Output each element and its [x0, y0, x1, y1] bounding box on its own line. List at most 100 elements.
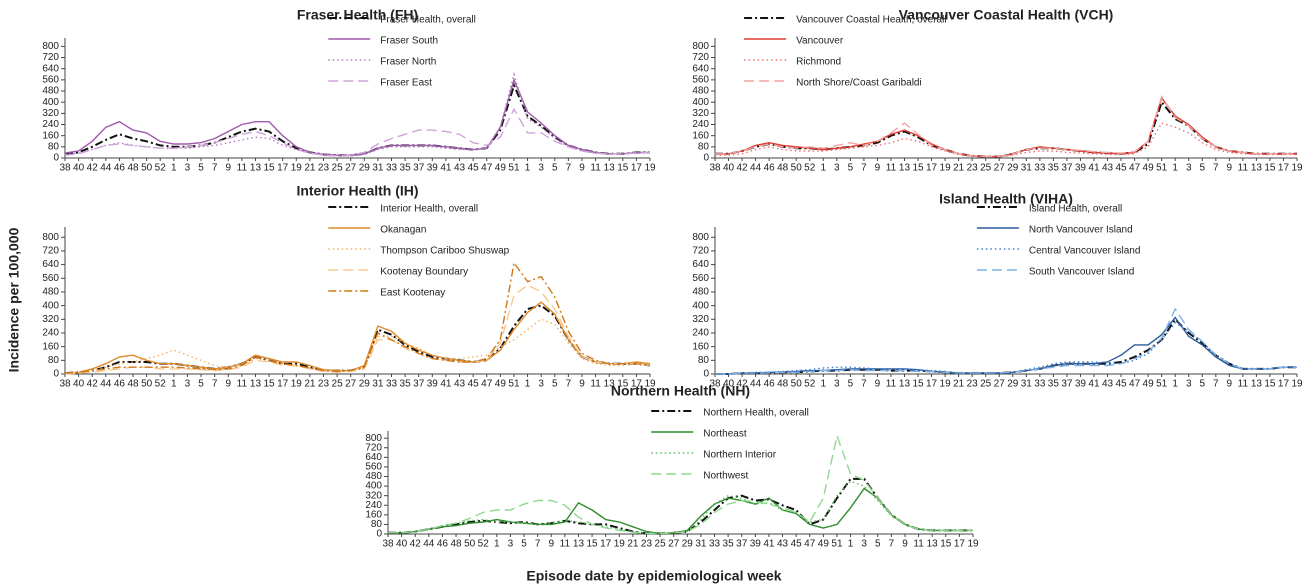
series-line	[64, 301, 651, 374]
x-tick-label: 44	[100, 163, 112, 174]
x-tick-label: 44	[423, 539, 435, 550]
x-axis-title: Episode date by epidemiological week	[526, 568, 781, 584]
x-tick-label: 15	[617, 379, 629, 390]
legend-label: Northwest	[703, 471, 748, 482]
x-tick-label: 23	[318, 379, 330, 390]
x-tick-label: 3	[834, 379, 840, 390]
x-tick-label: 45	[791, 539, 803, 550]
x-tick-label: 39	[1075, 379, 1087, 390]
x-tick-label: 23	[318, 163, 330, 174]
chart-title: Northern Health (NH)	[611, 383, 750, 399]
x-tick-label: 44	[100, 379, 112, 390]
x-tick-label: 11	[1238, 163, 1249, 174]
x-tick-label: 50	[791, 379, 803, 390]
x-tick-label: 15	[940, 539, 952, 550]
y-tick-label: 800	[42, 232, 59, 243]
y-tick-label: 160	[692, 341, 709, 352]
y-tick-label: 640	[692, 63, 709, 74]
series-line	[388, 487, 973, 535]
y-tick-label: 0	[703, 153, 709, 164]
y-tick-label: 480	[692, 287, 709, 298]
x-tick-label: 23	[967, 163, 979, 174]
x-tick-label: 38	[382, 539, 394, 550]
x-tick-label: 47	[481, 163, 493, 174]
x-tick-label: 25	[980, 379, 992, 390]
legend-label: North Vancouver Island	[1029, 225, 1133, 236]
x-tick-label: 1	[848, 539, 854, 550]
x-tick-label: 15	[1264, 163, 1276, 174]
x-tick-label: 7	[566, 379, 572, 390]
x-tick-label: 38	[709, 379, 721, 390]
x-tick-label: 50	[791, 163, 803, 174]
y-tick-label: 400	[42, 97, 59, 108]
x-tick-label: 5	[521, 539, 527, 550]
x-tick-label: 51	[508, 163, 520, 174]
x-tick-label: 33	[709, 539, 721, 550]
x-tick-label: 1	[1172, 379, 1178, 390]
x-tick-label: 47	[804, 539, 816, 550]
x-tick-label: 42	[737, 379, 749, 390]
x-tick-label: 38	[709, 163, 721, 174]
series-line	[715, 96, 1297, 158]
x-tick-label: 43	[1102, 163, 1114, 174]
x-tick-label: 13	[899, 163, 911, 174]
x-tick-label: 15	[264, 379, 276, 390]
x-tick-label: 7	[212, 379, 218, 390]
x-tick-label: 45	[1115, 379, 1127, 390]
x-tick-label: 15	[587, 539, 599, 550]
x-tick-label: 11	[590, 379, 601, 390]
x-tick-label: 37	[1061, 379, 1073, 390]
x-tick-label: 29	[1007, 379, 1019, 390]
x-tick-label: 40	[723, 379, 735, 390]
x-tick-label: 17	[631, 163, 643, 174]
x-tick-label: 25	[332, 163, 344, 174]
chart-title: Island Health (VIHA)	[939, 191, 1073, 207]
series-line	[64, 82, 650, 157]
y-tick-label: 800	[692, 232, 709, 243]
x-tick-label: 9	[579, 379, 585, 390]
y-tick-label: 0	[53, 369, 59, 380]
legend-label: South Vancouver Island	[1029, 267, 1134, 278]
x-tick-label: 13	[1251, 379, 1263, 390]
x-tick-label: 35	[723, 539, 735, 550]
y-tick-label: 0	[703, 369, 709, 380]
x-tick-label: 40	[396, 539, 408, 550]
x-tick-label: 44	[750, 163, 762, 174]
chart-title: Interior Health (IH)	[296, 183, 418, 199]
x-tick-label: 48	[450, 539, 462, 550]
x-tick-label: 3	[538, 163, 544, 174]
x-tick-label: 47	[481, 379, 493, 390]
x-tick-label: 35	[400, 163, 412, 174]
x-tick-label: 5	[1199, 379, 1205, 390]
series-line	[64, 284, 651, 375]
legend-label: Island Health, overall	[1029, 204, 1122, 215]
x-tick-label: 50	[141, 379, 153, 390]
x-tick-label: 41	[763, 539, 775, 550]
x-tick-label: 19	[1291, 163, 1303, 174]
x-tick-label: 5	[875, 539, 881, 550]
x-tick-label: 51	[831, 539, 843, 550]
legend-label: Central Vancouver Island	[1029, 246, 1141, 257]
y-tick-label: 240	[42, 328, 59, 339]
x-tick-label: 35	[400, 379, 412, 390]
x-tick-label: 21	[953, 379, 965, 390]
y-tick-label: 160	[42, 341, 59, 352]
x-tick-label: 17	[926, 163, 938, 174]
x-tick-label: 47	[1129, 163, 1141, 174]
legend-label: Vancouver Coastal Health, overall	[796, 15, 946, 26]
x-tick-label: 27	[345, 163, 357, 174]
y-tick-label: 0	[376, 529, 382, 540]
x-tick-label: 37	[413, 379, 425, 390]
x-tick-label: 47	[1129, 379, 1141, 390]
x-tick-label: 11	[237, 163, 248, 174]
x-tick-label: 19	[940, 379, 952, 390]
x-tick-label: 9	[1227, 163, 1233, 174]
chart-title: Vancouver Coastal Health (VCH)	[899, 7, 1114, 23]
x-tick-label: 19	[614, 539, 626, 550]
x-tick-label: 11	[590, 163, 601, 174]
x-tick-label: 9	[225, 379, 231, 390]
legend-label: Fraser Health, overall	[380, 15, 476, 26]
x-tick-label: 25	[980, 163, 992, 174]
y-tick-label: 720	[365, 442, 382, 453]
